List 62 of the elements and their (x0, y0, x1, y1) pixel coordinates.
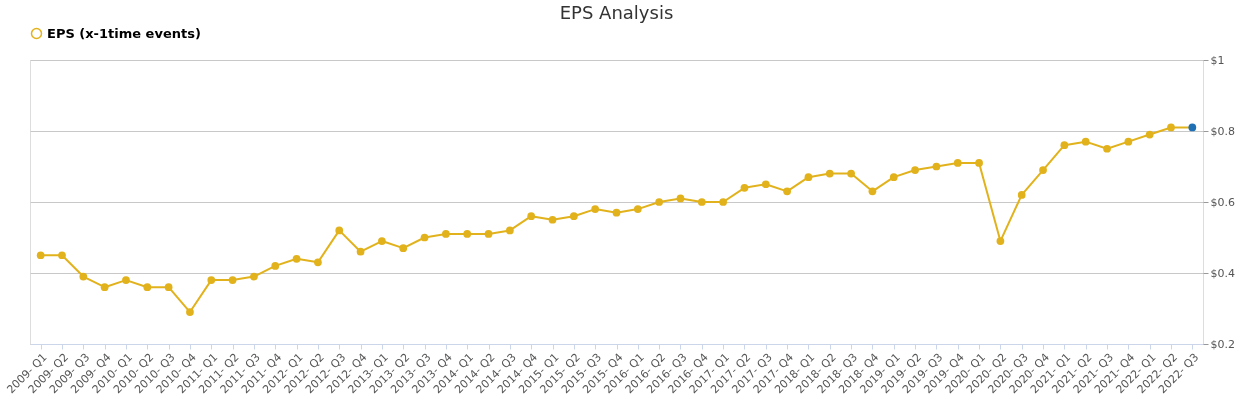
point (58, 251, 66, 260)
point (1060, 141, 1069, 150)
point (420, 233, 429, 242)
point (825, 169, 834, 178)
point (463, 230, 472, 238)
point (228, 276, 237, 284)
point (100, 283, 109, 292)
point (271, 262, 280, 270)
point (697, 198, 706, 206)
point (79, 272, 88, 281)
point (932, 162, 941, 171)
point (36, 251, 45, 260)
point (911, 166, 919, 174)
y-tick-label: $0.2 (1210, 337, 1235, 351)
point (548, 215, 557, 224)
chart-title: EPS Analysis (559, 2, 674, 23)
point (1103, 144, 1111, 153)
point (868, 187, 877, 196)
point (378, 237, 386, 245)
point (761, 180, 770, 189)
y-tick-label: $0.8 (1210, 124, 1235, 138)
y-tick-label: $0.4 (1210, 266, 1235, 280)
point (1145, 130, 1154, 139)
point (719, 198, 728, 206)
point (1124, 137, 1133, 146)
y-tick-label: $0.6 (1210, 195, 1235, 209)
point (569, 212, 578, 221)
point (676, 194, 685, 203)
point (655, 198, 664, 206)
point (250, 272, 258, 281)
point (399, 244, 408, 253)
point (889, 173, 898, 182)
point (740, 183, 749, 192)
point (527, 212, 536, 221)
point (207, 276, 216, 284)
point (996, 237, 1005, 245)
point (975, 159, 983, 167)
point (612, 208, 621, 217)
point (164, 283, 173, 292)
point (783, 187, 791, 196)
point (143, 283, 152, 292)
point (356, 247, 365, 256)
point (633, 205, 642, 213)
point (442, 230, 450, 238)
y-tick-label: $1 (1210, 53, 1225, 67)
legend-label: EPS (x-1time events) (47, 25, 201, 41)
point (1167, 123, 1175, 132)
point (1081, 137, 1090, 146)
point (314, 258, 322, 267)
point (505, 226, 514, 235)
point (335, 226, 344, 235)
point (804, 173, 813, 182)
point (1017, 191, 1026, 199)
point (1188, 123, 1197, 132)
point (953, 159, 962, 167)
point (122, 276, 130, 284)
point (1039, 166, 1047, 174)
point (484, 230, 493, 238)
point (591, 205, 600, 213)
point (292, 254, 301, 263)
point (847, 169, 855, 178)
point (186, 308, 194, 316)
